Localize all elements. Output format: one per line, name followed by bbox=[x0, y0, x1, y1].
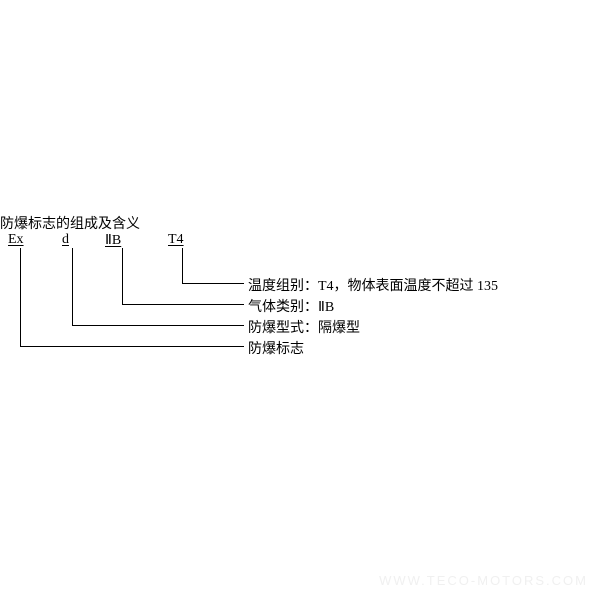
diagram-title: 防爆标志的组成及含义 bbox=[0, 213, 140, 233]
watermark-text: WWW.TECO-MOTORS.COM bbox=[379, 573, 588, 588]
code-label-2: ⅡB bbox=[105, 232, 121, 249]
bracket-horizontal-2 bbox=[72, 325, 244, 326]
bracket-horizontal-0 bbox=[182, 283, 244, 284]
description-0: 温度组别：T4，物体表面温度不超过 135 bbox=[248, 275, 498, 295]
bracket-vertical-3 bbox=[20, 248, 21, 346]
code-label-1: d bbox=[62, 232, 69, 248]
description-3: 防爆标志 bbox=[248, 338, 304, 358]
bracket-horizontal-3 bbox=[20, 346, 244, 347]
bracket-horizontal-1 bbox=[122, 304, 244, 305]
code-label-0: Ex bbox=[8, 232, 24, 248]
description-1: 气体类别：ⅡB bbox=[248, 296, 334, 316]
description-2: 防爆型式：隔爆型 bbox=[248, 317, 360, 337]
bracket-vertical-0 bbox=[182, 248, 183, 283]
bracket-vertical-1 bbox=[122, 248, 123, 304]
bracket-vertical-2 bbox=[72, 248, 73, 325]
code-label-3: T4 bbox=[168, 232, 184, 248]
